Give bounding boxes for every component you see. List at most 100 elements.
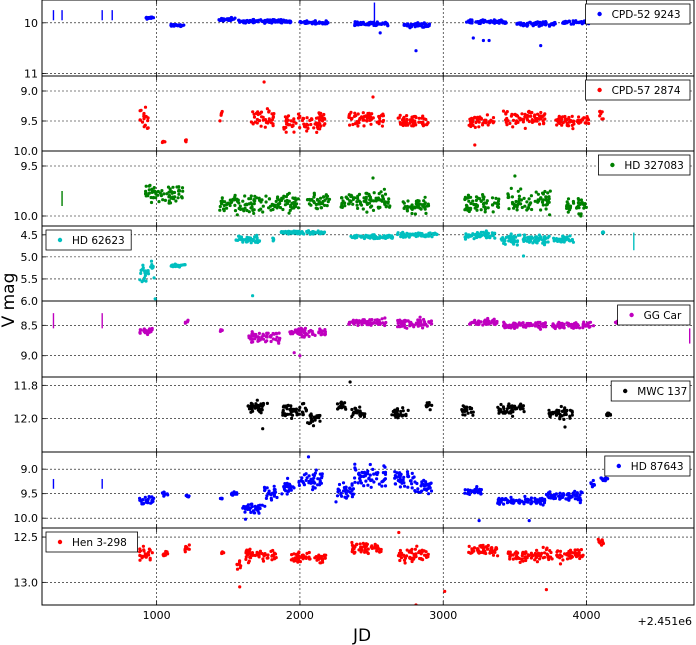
data-point <box>298 126 302 130</box>
data-point <box>493 201 497 205</box>
data-point <box>257 338 261 342</box>
data-point <box>475 547 479 551</box>
data-point <box>376 205 380 209</box>
data-point <box>384 320 388 325</box>
data-point <box>561 558 565 562</box>
data-point <box>302 122 306 126</box>
data-point <box>285 492 289 496</box>
data-point <box>297 412 301 416</box>
data-point <box>235 567 240 571</box>
data-point <box>414 321 418 325</box>
panel-2: 9.0 9.5 10.0 CPD-57 2874 <box>14 75 695 158</box>
data-point <box>466 196 471 200</box>
data-point <box>409 25 414 29</box>
data-point <box>295 553 299 557</box>
data-point <box>257 119 262 123</box>
legend-marker <box>616 463 621 469</box>
data-point <box>294 204 298 209</box>
data-point <box>280 196 284 200</box>
data-point <box>318 419 322 423</box>
data-point <box>283 20 287 24</box>
data-point <box>257 208 261 212</box>
data-point <box>311 332 315 336</box>
data-point <box>491 116 496 120</box>
data-point <box>270 118 274 122</box>
data-point <box>340 494 344 498</box>
data-point <box>371 467 375 471</box>
data-point <box>298 114 302 118</box>
data-point <box>336 490 340 494</box>
data-point <box>486 547 490 551</box>
data-point <box>600 543 604 547</box>
data-point <box>571 325 576 329</box>
data-point <box>154 196 158 200</box>
data-point <box>381 479 385 483</box>
data-point <box>587 321 591 325</box>
data-point <box>533 558 537 562</box>
data-point <box>479 492 483 496</box>
data-point <box>543 551 547 555</box>
data-point <box>315 130 319 134</box>
data-point <box>543 497 547 501</box>
data-point <box>466 193 470 197</box>
data-point <box>303 21 308 25</box>
data-point <box>561 121 565 125</box>
data-point <box>566 124 570 128</box>
data-point <box>251 19 255 24</box>
data-point <box>546 198 550 202</box>
data-point <box>558 238 562 242</box>
data-point <box>322 116 326 120</box>
data-point <box>365 550 369 554</box>
data-point <box>324 19 329 24</box>
data-point <box>487 38 491 43</box>
data-point <box>277 331 281 335</box>
data-point <box>539 110 543 115</box>
data-point <box>320 474 324 478</box>
data-point <box>567 323 571 328</box>
data-point <box>244 549 248 554</box>
data-point <box>144 189 148 193</box>
data-point <box>547 408 551 412</box>
data-point <box>539 235 543 239</box>
data-point <box>363 235 367 239</box>
data-point <box>529 111 533 115</box>
data-point <box>260 503 264 507</box>
data-point <box>357 471 361 475</box>
data-point <box>547 200 551 204</box>
data-point <box>505 118 509 122</box>
data-point <box>383 22 387 26</box>
data-point <box>261 332 265 336</box>
data-point <box>356 206 360 210</box>
data-point <box>518 233 522 237</box>
data-point <box>495 204 500 209</box>
data-point <box>249 194 253 198</box>
data-point <box>358 542 362 546</box>
data-point <box>361 118 365 122</box>
data-point <box>241 506 245 510</box>
data-point <box>383 316 387 320</box>
data-point <box>561 20 566 24</box>
data-point <box>565 200 569 204</box>
data-point <box>556 322 560 326</box>
data-point <box>309 122 313 127</box>
data-point <box>149 200 154 205</box>
data-point <box>254 19 259 23</box>
data-point <box>379 198 383 202</box>
data-point <box>395 407 400 411</box>
data-point <box>413 480 417 484</box>
data-point <box>469 410 473 414</box>
data-point <box>589 481 593 485</box>
data-point <box>312 473 316 478</box>
data-point <box>319 329 324 333</box>
data-point <box>419 490 423 494</box>
data-point <box>266 556 270 560</box>
panel-7: 9.0 9.5 10.0 HD 87643 <box>14 451 695 529</box>
data-point <box>485 231 489 235</box>
data-point <box>269 549 273 554</box>
panel-4: 4.5 5.0 5.5 6.0 HD 62623 <box>21 225 695 308</box>
data-point <box>367 113 371 117</box>
data-point <box>461 404 465 408</box>
data-point <box>527 119 531 124</box>
data-point <box>220 551 224 555</box>
data-point <box>343 495 347 499</box>
